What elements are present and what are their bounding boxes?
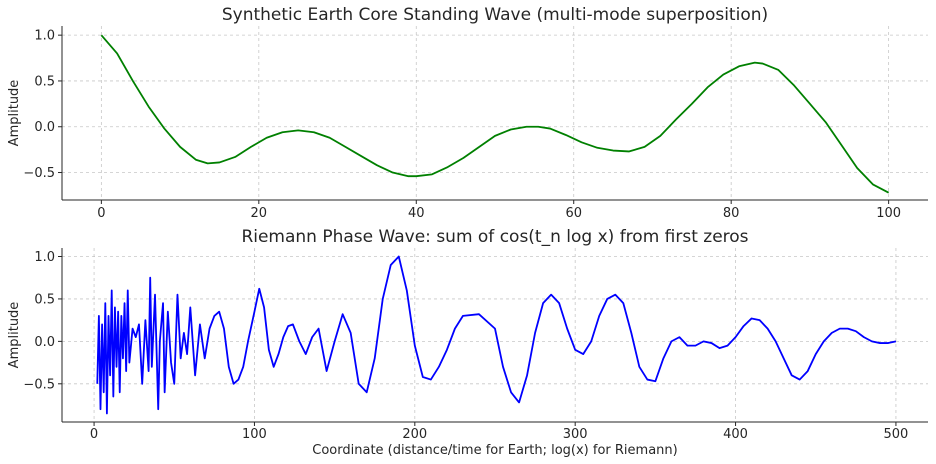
- y-tick-label: 0.5: [34, 74, 55, 89]
- y-tick-label: 0.0: [34, 120, 55, 135]
- x-tick-label: 0: [97, 206, 105, 221]
- x-tick-label: 200: [402, 427, 427, 442]
- x-tick-label: 500: [884, 427, 909, 442]
- x-axis-label: Coordinate (distance/time for Earth; log…: [312, 443, 677, 458]
- series-line-riemann-wave: [96, 255, 897, 415]
- x-tick-label: 40: [408, 206, 425, 221]
- y-tick-label: −0.5: [23, 377, 55, 392]
- x-tick-label: 60: [565, 206, 582, 221]
- series-line-earth-wave: [100, 34, 890, 194]
- x-tick-label: 80: [723, 206, 740, 221]
- y-tick-label: 0.0: [34, 335, 55, 350]
- y-tick-label: 1.0: [34, 250, 55, 265]
- y-tick-label: 0.5: [34, 292, 55, 307]
- y-tick-label: 1.0: [34, 29, 55, 44]
- x-tick-label: 0: [90, 427, 98, 442]
- x-tick-label: 100: [876, 206, 901, 221]
- chart-2: 0 100 200 300 400 500 −0.5 0.0 0.5 1.0 Riemann Pha…: [7, 227, 928, 458]
- y-axis-label: Amplitude: [7, 302, 22, 369]
- chart-title: Riemann Phase Wave: sum of cos(t_n log x…: [241, 227, 748, 247]
- x-tick-label: 400: [723, 427, 748, 442]
- x-tick-label: 20: [251, 206, 268, 221]
- y-tick-label: −0.5: [23, 166, 55, 181]
- y-axis-label: Amplitude: [7, 80, 22, 147]
- chart-title: Synthetic Earth Core Standing Wave (mult…: [222, 5, 768, 25]
- x-tick-label: 300: [563, 427, 588, 442]
- x-tick-label: 100: [242, 427, 267, 442]
- chart-1: 0 20 40 60 80 100 −0.5 0.0 0.5 1.0 Synthetic Earth…: [7, 5, 928, 221]
